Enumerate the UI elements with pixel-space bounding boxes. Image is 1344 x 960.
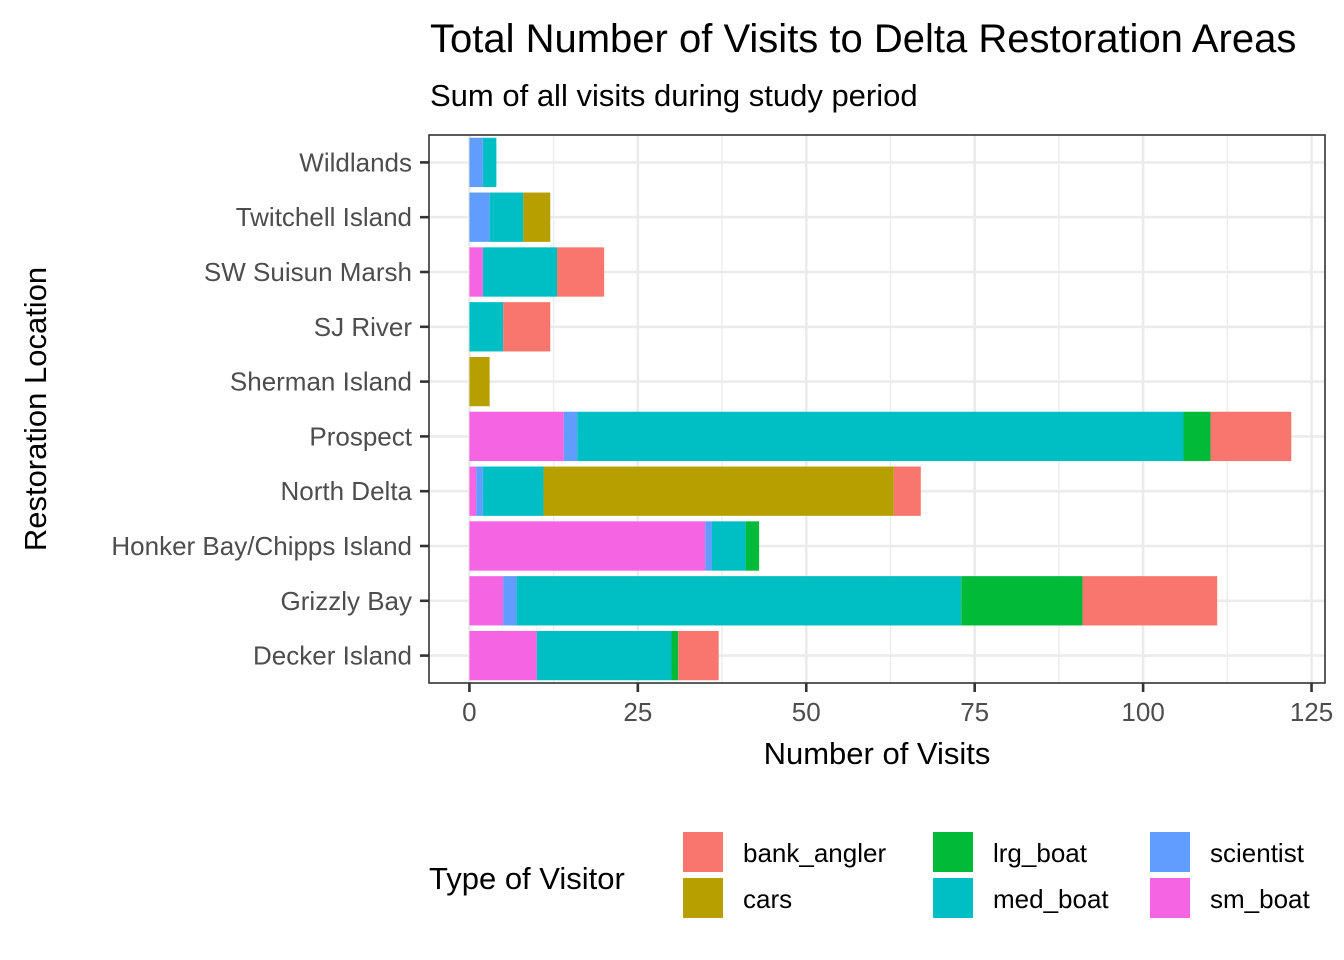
y-tick-label: Sherman Island — [230, 367, 412, 397]
bar-segment-sm_boat — [469, 521, 706, 571]
bar-segment-scientist — [503, 576, 517, 626]
plot-panel — [428, 134, 1326, 684]
y-axis: Decker Island Grizzly Bay Honker Bay/Chipp… — [111, 147, 429, 671]
x-axis-title: Number of Visits — [764, 736, 991, 771]
x-tick-label: 100 — [1121, 697, 1164, 727]
bar-segment-med_boat — [536, 630, 672, 681]
bar-segment-med_boat — [489, 192, 524, 242]
bar-segment-bank_angler — [1082, 576, 1218, 626]
x-axis: 0 25 50 75 100 125 — [462, 683, 1333, 727]
legend-key-lrg_boat — [933, 832, 973, 872]
x-tick-label: 25 — [623, 697, 652, 727]
x-tick-label: 75 — [960, 697, 989, 727]
y-tick-label: Grizzly Bay — [281, 586, 412, 616]
bar-segment-sm_boat — [469, 411, 564, 462]
chart-title: Total Number of Visits to Delta Restorat… — [430, 17, 1296, 61]
bar-segment-med_boat — [482, 466, 544, 516]
x-tick-label: 50 — [792, 697, 821, 727]
legend-label-bank_angler: bank_angler — [743, 838, 886, 868]
bar-segment-cars — [469, 356, 490, 407]
bar-segment-med_boat — [469, 302, 504, 352]
legend-title: Type of Visitor — [429, 861, 625, 896]
legend-label-lrg_boat: lrg_boat — [993, 838, 1088, 868]
bar-segment-sm_boat — [469, 466, 477, 516]
y-tick-label: North Delta — [281, 476, 413, 506]
bar-segment-scientist — [563, 411, 578, 462]
bar-segment-bank_angler — [893, 466, 921, 516]
bar-segment-lrg_boat — [1183, 411, 1211, 462]
y-tick-label: Twitchell Island — [236, 202, 412, 232]
bar-segment-bank_angler — [678, 630, 719, 681]
bar-segment-scientist — [469, 137, 483, 188]
y-tick-label: SW Suisun Marsh — [204, 257, 412, 287]
bar-segment-med_boat — [482, 137, 497, 188]
y-tick-label: Prospect — [309, 421, 412, 451]
y-axis-title: Restoration Location — [18, 267, 53, 551]
bar-segment-sm_boat — [469, 247, 483, 297]
legend-label-cars: cars — [743, 884, 792, 914]
bar-segment-lrg_boat — [745, 521, 760, 571]
bar-segment-med_boat — [711, 521, 746, 571]
bar-segment-lrg_boat — [671, 630, 679, 681]
legend-key-cars — [683, 878, 723, 918]
bars — [469, 137, 1292, 681]
bar-segment-med_boat — [577, 411, 1184, 462]
y-tick-label: Decker Island — [253, 641, 412, 671]
bar-segment-med_boat — [482, 247, 557, 297]
legend-key-sm_boat — [1150, 878, 1190, 918]
bar-segment-cars — [543, 466, 894, 516]
legend-label-scientist: scientist — [1210, 838, 1305, 868]
x-tick-label: 125 — [1290, 697, 1333, 727]
chart-subtitle: Sum of all visits during study period — [430, 78, 918, 113]
legend-key-bank_angler — [683, 832, 723, 872]
bar-segment-scientist — [705, 521, 712, 571]
legend-label-med_boat: med_boat — [993, 884, 1109, 914]
legend-label-sm_boat: sm_boat — [1210, 884, 1310, 914]
bar-segment-bank_angler — [503, 302, 551, 352]
bar-segment-med_boat — [516, 576, 962, 626]
bar-segment-bank_angler — [1210, 411, 1292, 462]
bar-segment-scientist — [469, 192, 490, 242]
bar-segment-scientist — [476, 466, 483, 516]
bar-segment-bank_angler — [557, 247, 605, 297]
y-tick-label: Wildlands — [299, 147, 412, 177]
legend-key-scientist — [1150, 832, 1190, 872]
bar-segment-sm_boat — [469, 630, 537, 681]
y-tick-label: SJ River — [314, 312, 413, 342]
legend-key-med_boat — [933, 878, 973, 918]
y-tick-label: Honker Bay/Chipps Island — [111, 531, 412, 561]
bar-segment-lrg_boat — [961, 576, 1083, 626]
bar-segment-sm_boat — [469, 576, 504, 626]
x-tick-label: 0 — [462, 697, 476, 727]
bar-segment-cars — [523, 192, 551, 242]
